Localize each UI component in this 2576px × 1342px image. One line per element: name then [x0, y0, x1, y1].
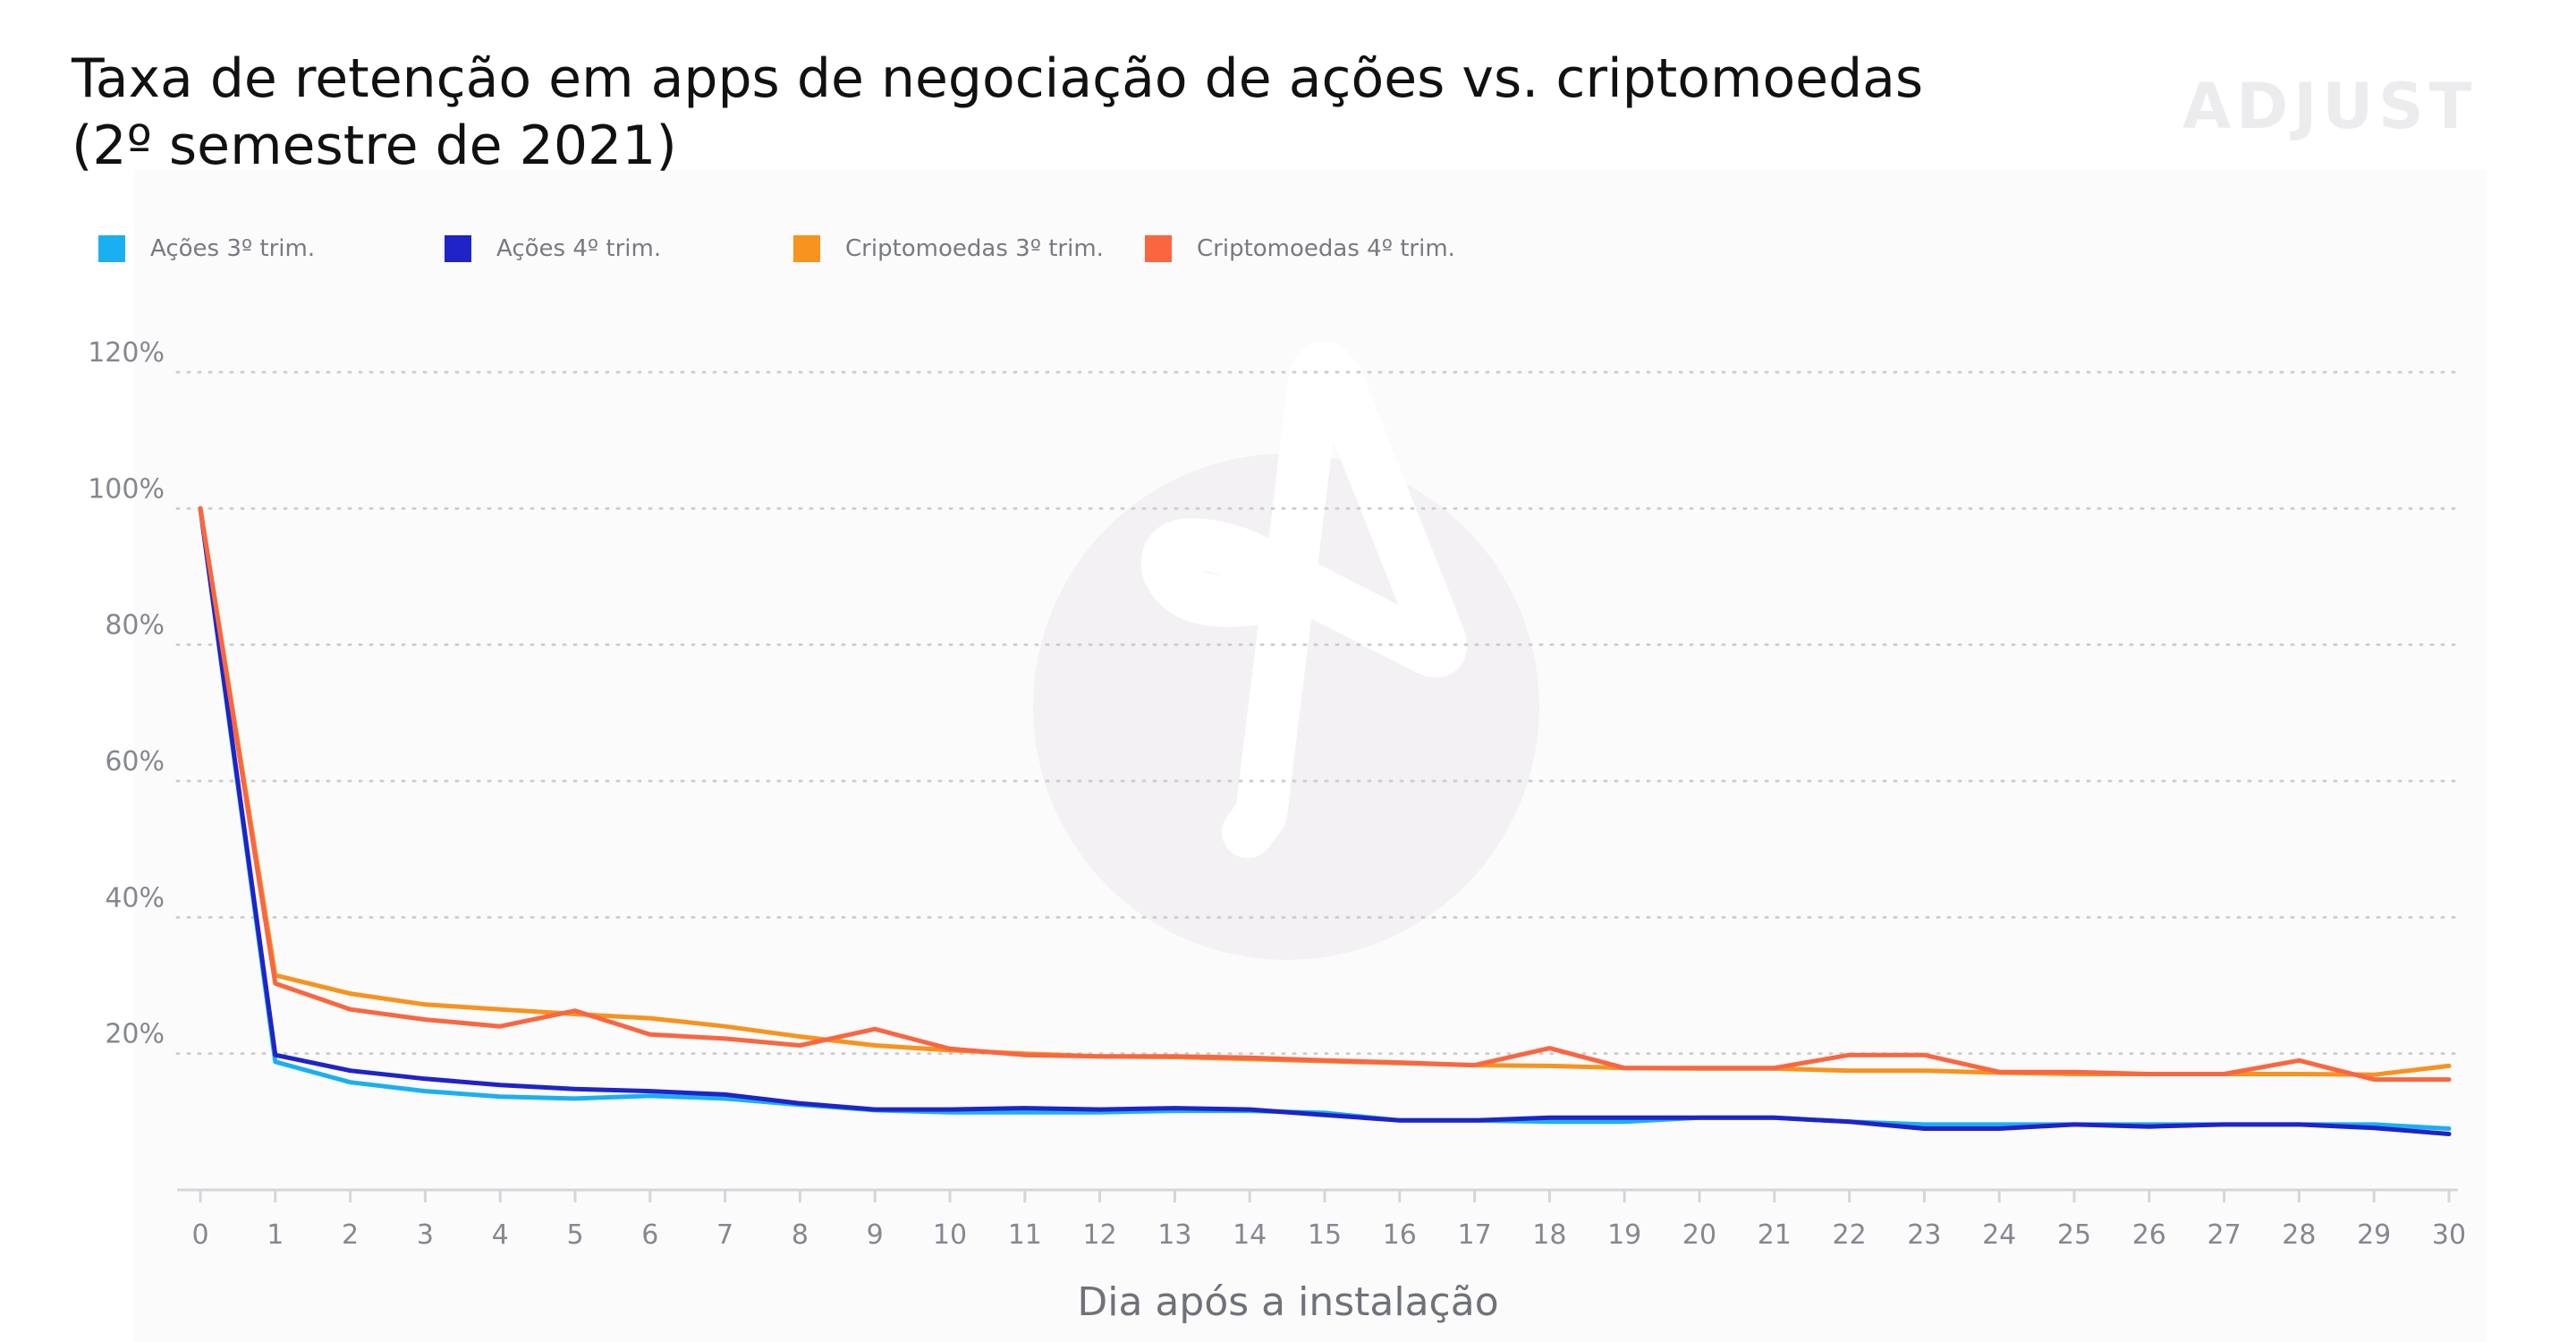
x-tick-label: 17 [1458, 1219, 1492, 1251]
x-tick-label: 25 [2057, 1219, 2091, 1251]
x-tick-label: 10 [933, 1219, 967, 1251]
x-tick-label: 7 [716, 1219, 733, 1251]
x-tick-label: 26 [2132, 1219, 2166, 1251]
series-line-acoes-4-trim [198, 505, 2452, 1136]
x-tick-label: 28 [2282, 1219, 2316, 1251]
x-tick-label: 9 [867, 1219, 884, 1251]
legend-swatch [793, 235, 820, 262]
series-lines [198, 505, 2452, 1136]
gridlines [175, 370, 2460, 1056]
y-tick-label: 100% [88, 473, 165, 505]
x-tick-label: 0 [191, 1219, 208, 1251]
legend-label: Criptomoedas 4º trim. [1197, 235, 1455, 262]
x-tick-label: 30 [2432, 1219, 2466, 1251]
x-tick-label: 21 [1758, 1219, 1792, 1251]
x-tick-label: 4 [492, 1219, 509, 1251]
legend-item-acoes-q3[interactable]: Ações 3º trim. [98, 231, 315, 267]
chart-title-line-2: (2º semestre de 2021) [72, 115, 677, 177]
legend-label: Ações 4º trim. [496, 235, 662, 262]
x-tick-label: 27 [2207, 1219, 2241, 1251]
legend-swatch [445, 235, 471, 262]
x-tick-label: 16 [1383, 1219, 1417, 1251]
x-tick-label: 15 [1308, 1219, 1342, 1251]
x-tick-label: 20 [1682, 1219, 1716, 1251]
x-tick-label: 19 [1607, 1219, 1641, 1251]
legend-item-cripto-q3[interactable]: Criptomoedas 3º trim. [793, 231, 1104, 267]
x-tick-label: 13 [1157, 1219, 1191, 1251]
x-tick-label: 18 [1532, 1219, 1566, 1251]
x-tick-label: 5 [566, 1219, 583, 1251]
x-tick-label: 1 [267, 1219, 284, 1251]
x-tick-label: 8 [792, 1219, 809, 1251]
x-tick-label: 29 [2357, 1219, 2391, 1251]
x-tick-label: 11 [1008, 1219, 1042, 1251]
legend-label: Criptomoedas 3º trim. [845, 235, 1104, 262]
x-tick-label: 23 [1907, 1219, 1941, 1251]
brand-logo: ADJUST [2182, 70, 2478, 143]
chart-title-line-1: Taxa de retenção em apps de negociação d… [72, 47, 1924, 110]
x-tick-label: 2 [342, 1219, 359, 1251]
x-tick-label: 22 [1833, 1219, 1867, 1251]
y-tick-label: 60% [105, 746, 165, 777]
legend-item-cripto-q4[interactable]: Criptomoedas 4º trim. [1145, 231, 1455, 267]
adjust-logo-icon [1033, 342, 1539, 960]
legend-label: Ações 3º trim. [150, 235, 316, 262]
y-tick-label: 80% [105, 610, 165, 641]
axes: 20%40%60%80%100%120%0 1 2 3 4 5 6 7 8 9 10 11 12 13 14… [88, 337, 2466, 1251]
x-axis-label: Dia após a instalação [1077, 1279, 1498, 1325]
legend-item-acoes-q4[interactable]: Ações 4º trim. [445, 231, 661, 267]
x-tick-label: 14 [1233, 1219, 1267, 1251]
x-tick-label: 3 [417, 1219, 434, 1251]
legend-swatch [98, 235, 125, 262]
x-tick-label: 12 [1083, 1219, 1117, 1251]
series-line-criptomoedas-4-trim [198, 505, 2452, 1083]
x-tick-label: 24 [1982, 1219, 2016, 1251]
legend-swatch [1145, 235, 1172, 262]
y-tick-label: 20% [105, 1019, 165, 1050]
x-tick-label: 6 [641, 1219, 658, 1251]
y-tick-label: 40% [105, 882, 165, 913]
y-tick-label: 120% [88, 337, 165, 369]
